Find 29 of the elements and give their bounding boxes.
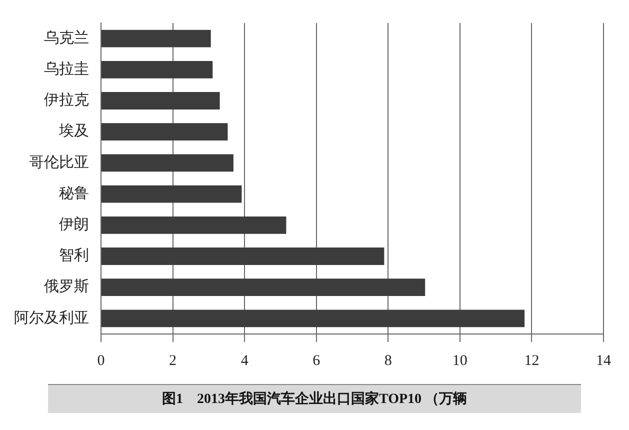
y-tick-label: 秘鲁 <box>59 184 89 202</box>
y-tick-label: 阿尔及利亚 <box>14 308 89 326</box>
bar <box>102 92 220 110</box>
y-tick-label: 乌拉圭 <box>44 60 89 78</box>
x-tick-label: 4 <box>240 352 249 369</box>
bar <box>102 310 525 328</box>
y-tick-label: 哥伦比亚 <box>29 152 89 171</box>
bar <box>102 30 211 48</box>
x-tick-label: 10 <box>452 352 468 369</box>
x-tick-label: 12 <box>524 352 540 369</box>
bar <box>102 154 234 172</box>
x-tick-label: 0 <box>97 352 105 369</box>
bar <box>102 216 286 234</box>
x-tick-label: 8 <box>384 352 392 369</box>
y-tick-label: 俄罗斯 <box>44 277 89 296</box>
bar <box>102 60 213 78</box>
x-tick-label: 2 <box>169 352 177 369</box>
y-tick-label: 乌克兰 <box>44 28 89 46</box>
bar <box>102 278 426 296</box>
x-tick-label: 6 <box>312 352 321 369</box>
bar <box>102 248 384 265</box>
bar <box>102 123 228 141</box>
x-tick-label: 14 <box>596 352 612 369</box>
y-tick-label: 智利 <box>59 246 89 264</box>
bar <box>102 185 242 203</box>
y-tick-label: 伊朗 <box>59 215 89 234</box>
text: 图1 2013年我国汽车企业出口国家TOP10 （万辆 <box>48 384 581 413</box>
y-tick-label: 埃及 <box>58 122 89 140</box>
y-tick-label: 伊拉克 <box>44 90 89 109</box>
